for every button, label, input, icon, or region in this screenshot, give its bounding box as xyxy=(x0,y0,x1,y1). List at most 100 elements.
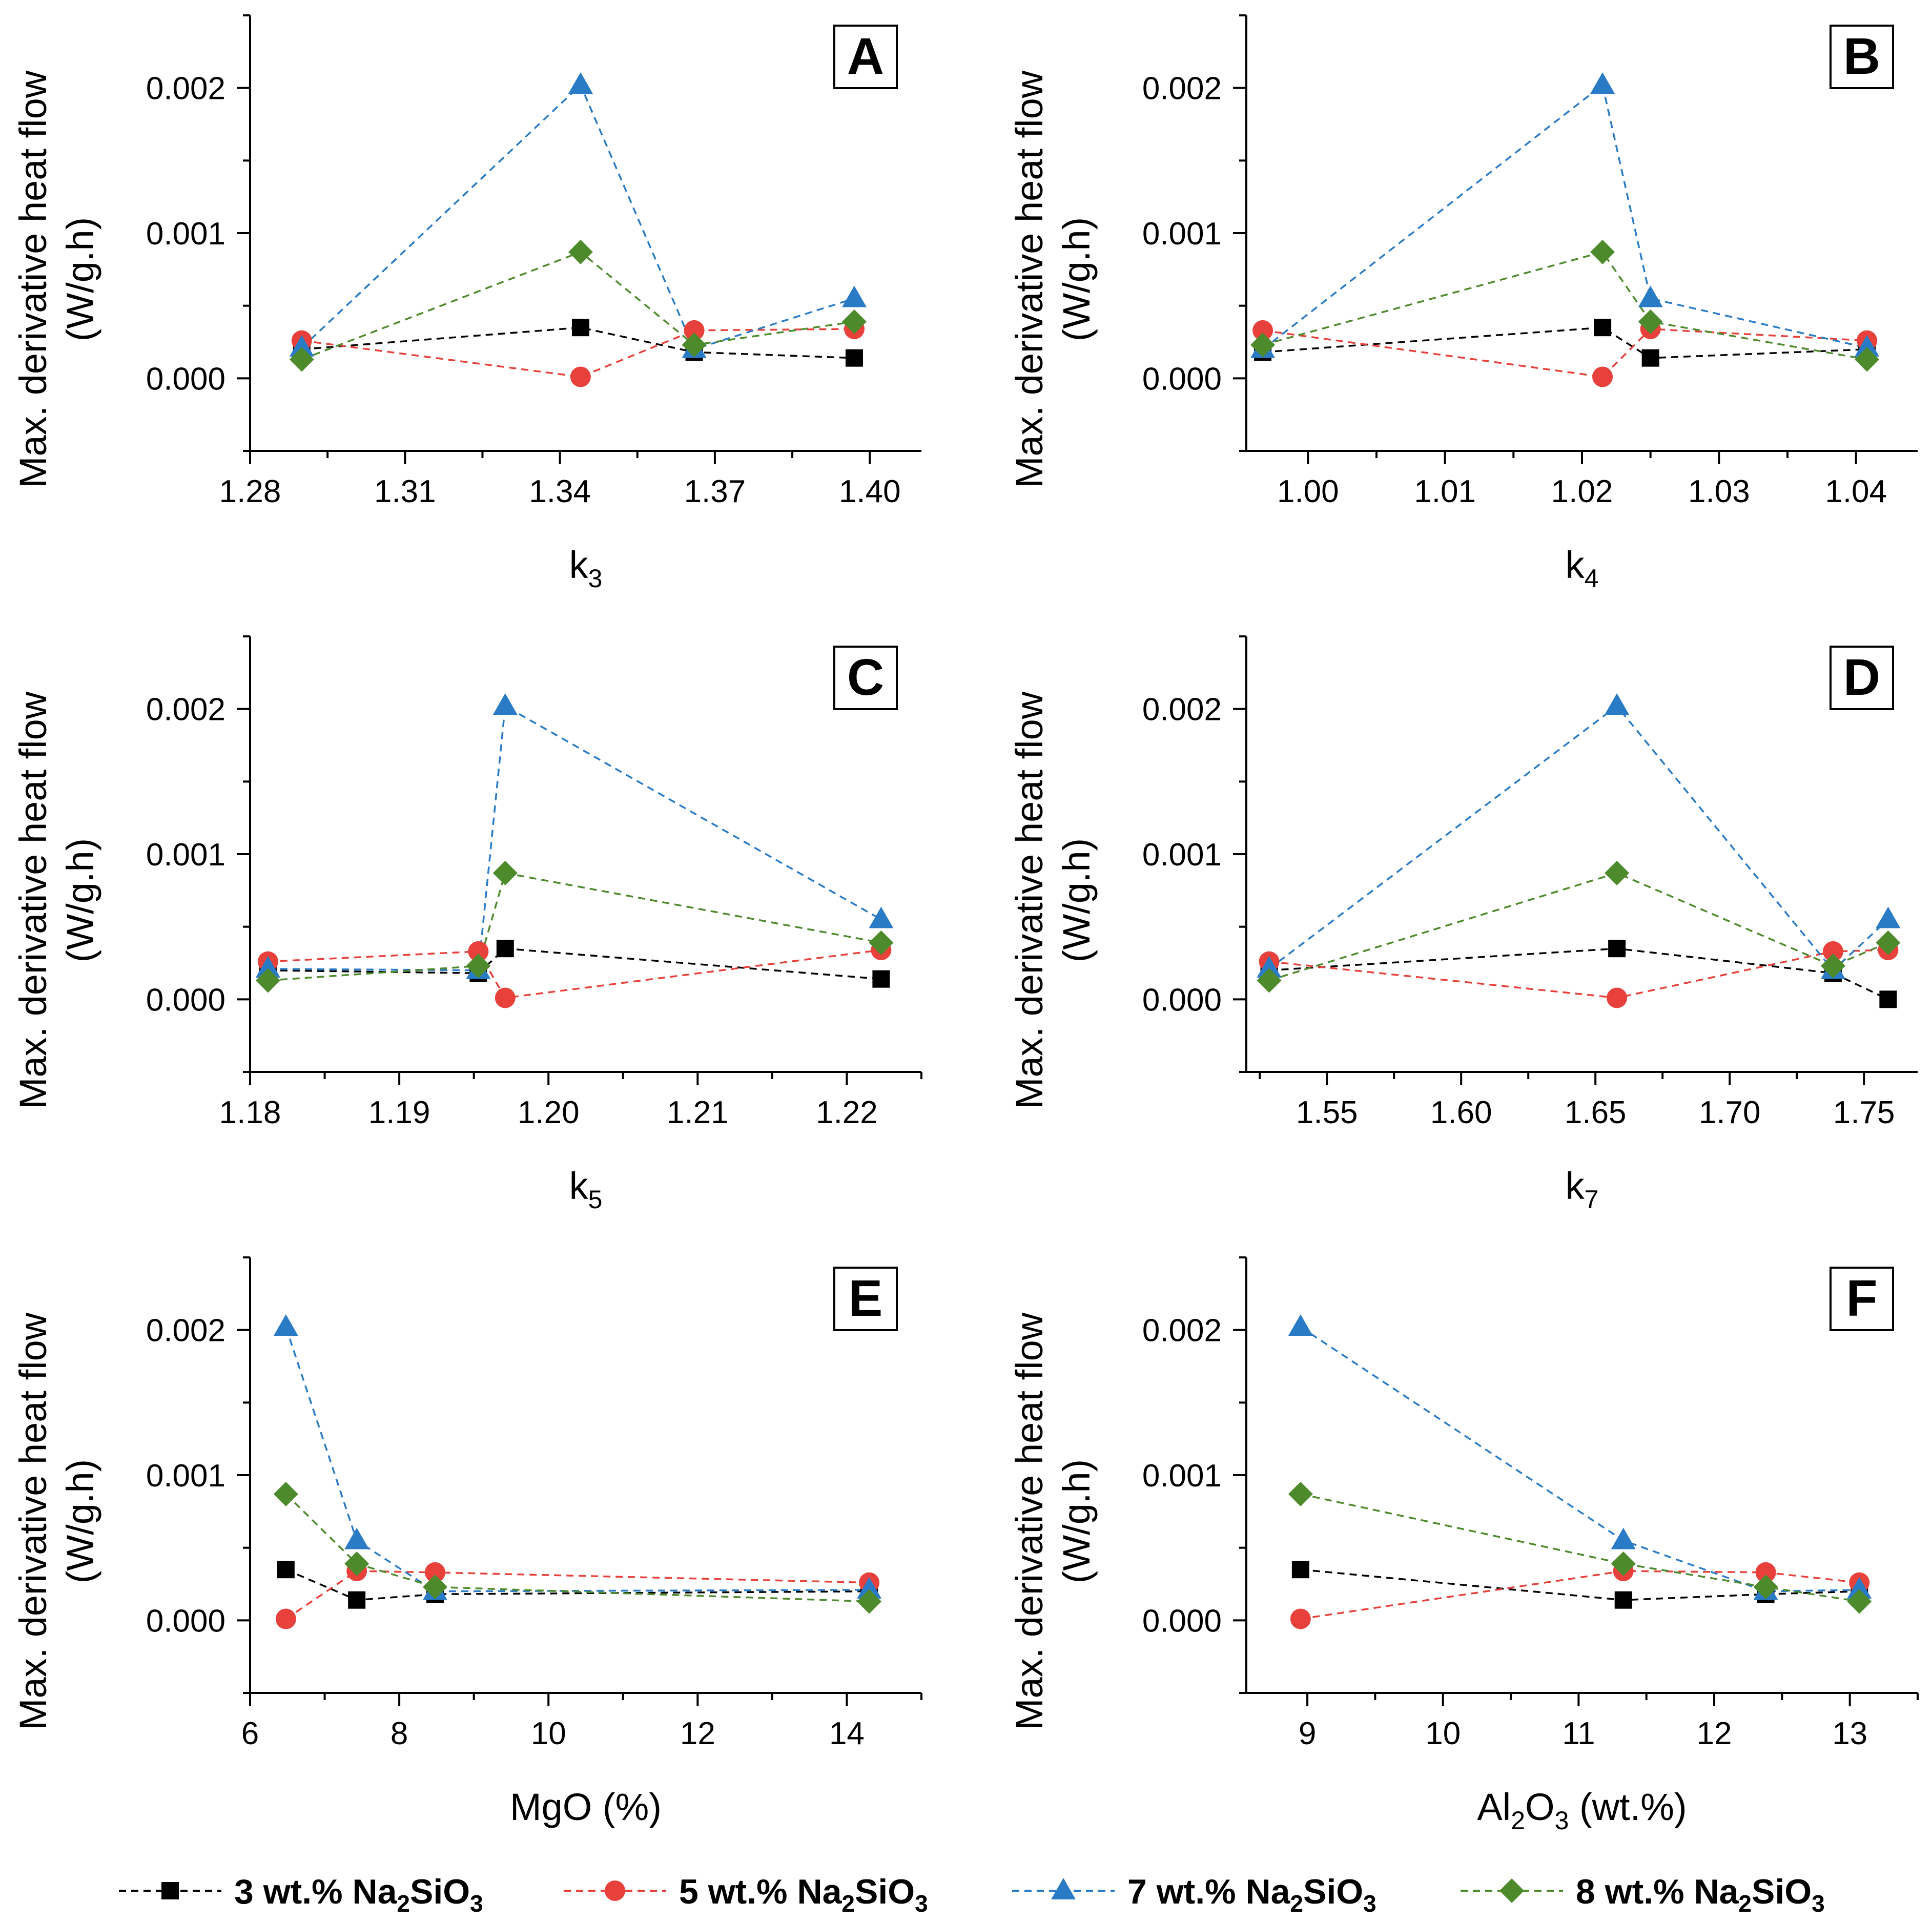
chart-panel-a: 0.000 0.001 0.002 1.28 1.31 1.34 1.37 1.40 Max. … xyxy=(12,14,921,593)
chart-panel-b: 0.000 0.001 0.002 1.00 1.01 1.02 1.03 1.04 Max. … xyxy=(1008,14,1918,593)
legend-label: 3 wt.% Na2SiO3 xyxy=(234,1872,483,1917)
series-line-4 xyxy=(268,872,881,982)
x-axis-title: k7 xyxy=(1566,1165,1599,1214)
x-tick-label: 1.70 xyxy=(1699,1095,1761,1130)
data-point xyxy=(1611,1527,1636,1549)
data-point xyxy=(344,1551,369,1576)
data-point xyxy=(1847,1577,1872,1599)
data-point xyxy=(1252,320,1273,341)
y-tick-label: 0.001 xyxy=(146,837,225,873)
data-point xyxy=(1614,1591,1632,1609)
x-axis-title: Al2O3 (wt.%) xyxy=(1477,1786,1687,1835)
data-point xyxy=(344,1527,369,1549)
data-point xyxy=(1608,940,1626,958)
data-point xyxy=(869,930,894,955)
legend-marker xyxy=(605,1880,625,1901)
legend-item-3: 7 wt.% Na2SiO3 xyxy=(1012,1872,1376,1917)
x-tick-label: 1.31 xyxy=(374,474,436,509)
x-tick-label: 1.37 xyxy=(684,474,746,509)
panel-letter: F xyxy=(1846,1270,1877,1327)
data-point xyxy=(1590,72,1615,94)
x-tick-label: 1.20 xyxy=(518,1095,580,1130)
x-tick-label: 1.34 xyxy=(529,474,591,509)
data-point xyxy=(1605,693,1630,715)
data-point xyxy=(1876,906,1901,928)
data-point xyxy=(273,1481,298,1506)
x-tick-label: 9 xyxy=(1299,1716,1316,1751)
legend-marker xyxy=(1051,1878,1076,1899)
y-tick-label: 0.001 xyxy=(146,1458,225,1494)
y-tick-label: 0.001 xyxy=(1142,1458,1222,1494)
data-point xyxy=(275,1608,296,1629)
data-point xyxy=(1847,1589,1872,1614)
y-tick-label: 0.000 xyxy=(1142,1603,1222,1639)
data-point xyxy=(289,347,314,372)
y-tick-label: 0.001 xyxy=(146,216,225,252)
y-tick-label: 0.002 xyxy=(1142,1313,1222,1349)
data-point xyxy=(1822,941,1843,962)
data-point xyxy=(846,349,863,367)
data-point xyxy=(682,333,707,358)
data-point xyxy=(1638,285,1663,307)
data-point xyxy=(1638,309,1663,334)
data-point xyxy=(1855,347,1880,372)
series-line-3 xyxy=(285,1327,870,1593)
x-tick-label: 13 xyxy=(1832,1716,1867,1751)
data-point xyxy=(468,941,489,962)
series-line-4 xyxy=(285,1493,870,1603)
data-point xyxy=(466,954,491,979)
x-tick-label: 1.65 xyxy=(1565,1095,1627,1130)
data-point xyxy=(1641,349,1659,367)
x-tick-label: 10 xyxy=(531,1716,566,1751)
legend-label: 7 wt.% Na2SiO3 xyxy=(1127,1872,1376,1917)
data-point xyxy=(496,940,514,958)
data-point xyxy=(1855,335,1880,357)
series-line-3 xyxy=(301,84,855,350)
data-point xyxy=(857,1589,882,1614)
data-point xyxy=(255,968,280,993)
data-point xyxy=(1876,930,1901,955)
data-point xyxy=(289,335,314,357)
data-point xyxy=(684,320,705,341)
data-point xyxy=(492,693,518,715)
y-tick-label: 0.002 xyxy=(146,692,225,728)
data-point xyxy=(1288,1481,1313,1506)
y-axis-title: Max. derivative heat flow (W/g.h) xyxy=(12,691,101,1109)
chart-panel-d: 0.000 0.001 0.002 1.55 1.60 1.65 1.70 1.75 Max. … xyxy=(1008,635,1918,1214)
data-point xyxy=(1257,956,1282,978)
x-axis-title: MgO (%) xyxy=(510,1786,662,1828)
series-line-4 xyxy=(1300,1493,1860,1603)
x-tick-label: 1.18 xyxy=(219,1095,281,1130)
panel-letter-box xyxy=(1830,1267,1894,1331)
data-point xyxy=(273,1314,298,1336)
data-point xyxy=(1291,1561,1309,1579)
data-point xyxy=(1594,319,1612,337)
y-tick-label: 0.002 xyxy=(1142,692,1222,728)
data-point xyxy=(857,1577,882,1599)
data-point xyxy=(568,239,593,264)
x-axis-title: k4 xyxy=(1566,544,1599,593)
series-line-3 xyxy=(1268,705,1889,972)
data-point xyxy=(424,1562,445,1583)
data-point xyxy=(568,72,593,94)
data-point xyxy=(842,309,867,334)
legend-item-2: 5 wt.% Na2SiO3 xyxy=(564,1872,928,1917)
x-tick-label: 12 xyxy=(680,1716,715,1751)
legend-marker xyxy=(1499,1878,1524,1903)
panel-letter-box xyxy=(833,646,898,710)
y-tick-label: 0.000 xyxy=(146,1603,225,1639)
data-point xyxy=(1288,1314,1313,1336)
y-tick-label: 0.000 xyxy=(1142,982,1222,1018)
x-tick-label: 1.75 xyxy=(1833,1095,1895,1130)
panel-letter: A xyxy=(847,28,884,85)
legend-item-4: 8 wt.% Na2SiO3 xyxy=(1461,1872,1825,1917)
y-tick-label: 0.001 xyxy=(1142,837,1222,873)
series-line-2 xyxy=(285,1570,870,1620)
x-tick-label: 1.55 xyxy=(1296,1095,1358,1130)
y-axis-title: Max. derivative heat flow (W/g.h) xyxy=(1008,70,1098,488)
panel-letter-box xyxy=(833,25,898,89)
data-point xyxy=(869,906,894,928)
data-point xyxy=(1250,333,1276,358)
legend-label: 8 wt.% Na2SiO3 xyxy=(1576,1872,1825,1917)
series-line-2 xyxy=(301,328,855,378)
